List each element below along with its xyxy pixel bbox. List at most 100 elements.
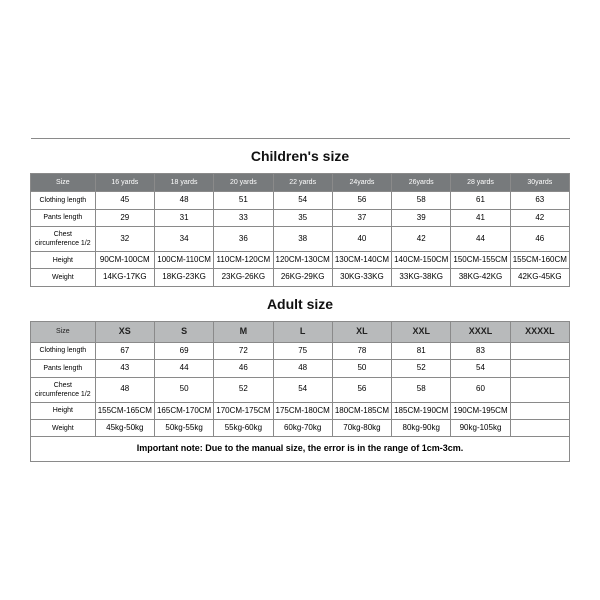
cell: 110CM-120CM bbox=[214, 252, 273, 269]
important-note: Important note: Due to the manual size, … bbox=[31, 437, 570, 462]
cell: 50 bbox=[154, 377, 213, 402]
cell: 44 bbox=[451, 226, 510, 251]
cell: 140CM-150CM bbox=[392, 252, 451, 269]
cell: 35 bbox=[273, 209, 332, 226]
cell bbox=[510, 402, 569, 419]
cell: 54 bbox=[273, 377, 332, 402]
cell: 130CM-140CM bbox=[332, 252, 391, 269]
cell: 38KG-42KG bbox=[451, 269, 510, 286]
cell: 32 bbox=[95, 226, 154, 251]
cell: 37 bbox=[332, 209, 391, 226]
cell: 44 bbox=[154, 360, 213, 377]
cell: 29 bbox=[95, 209, 154, 226]
cell: 18KG-23KG bbox=[154, 269, 213, 286]
cell bbox=[510, 360, 569, 377]
cell: 155CM-160CM bbox=[510, 252, 569, 269]
size-header: 26yards bbox=[392, 174, 451, 192]
cell: 150CM-155CM bbox=[451, 252, 510, 269]
cell: 185CM-190CM bbox=[392, 402, 451, 419]
adult-title: Adult size bbox=[31, 286, 570, 321]
cell: 61 bbox=[451, 192, 510, 209]
cell: 63 bbox=[510, 192, 569, 209]
cell bbox=[510, 420, 569, 437]
size-header: XL bbox=[332, 322, 391, 343]
row-label: Chest circumference 1/2 bbox=[31, 377, 96, 402]
size-table: Children's size Size 16 yards18 yards20 ya… bbox=[30, 138, 570, 462]
cell: 52 bbox=[214, 377, 273, 402]
cell: 43 bbox=[95, 360, 154, 377]
cell: 165CM-170CM bbox=[154, 402, 213, 419]
row-label: Height bbox=[31, 402, 96, 419]
table-body: Children's size Size 16 yards18 yards20 ya… bbox=[31, 138, 570, 461]
cell: 90kg-105kg bbox=[451, 420, 510, 437]
cell: 34 bbox=[154, 226, 213, 251]
row-label: Clothing length bbox=[31, 342, 96, 359]
cell: 60kg-70kg bbox=[273, 420, 332, 437]
cell: 69 bbox=[154, 342, 213, 359]
cell: 46 bbox=[510, 226, 569, 251]
cell: 52 bbox=[392, 360, 451, 377]
cell: 23KG-26KG bbox=[214, 269, 273, 286]
cell: 48 bbox=[95, 377, 154, 402]
size-header: M bbox=[214, 322, 273, 343]
size-header: 22 yards bbox=[273, 174, 332, 192]
cell: 46 bbox=[214, 360, 273, 377]
size-header: XXXXL bbox=[510, 322, 569, 343]
cell: 80kg-90kg bbox=[392, 420, 451, 437]
row-label: Weight bbox=[31, 420, 96, 437]
cell: 45kg-50kg bbox=[95, 420, 154, 437]
cell: 70kg-80kg bbox=[332, 420, 391, 437]
size-chart-sheet: Children's size Size 16 yards18 yards20 ya… bbox=[20, 118, 580, 482]
size-header: 20 yards bbox=[214, 174, 273, 192]
cell: 54 bbox=[273, 192, 332, 209]
cell: 67 bbox=[95, 342, 154, 359]
row-label: Pants length bbox=[31, 209, 96, 226]
size-header: 18 yards bbox=[154, 174, 213, 192]
cell: 60 bbox=[451, 377, 510, 402]
cell: 190CM-195CM bbox=[451, 402, 510, 419]
cell: 81 bbox=[392, 342, 451, 359]
row-label: Height bbox=[31, 252, 96, 269]
cell: 33 bbox=[214, 209, 273, 226]
cell: 38 bbox=[273, 226, 332, 251]
cell: 39 bbox=[392, 209, 451, 226]
cell: 26KG-29KG bbox=[273, 269, 332, 286]
size-header: XXXL bbox=[451, 322, 510, 343]
cell: 50 bbox=[332, 360, 391, 377]
cell: 75 bbox=[273, 342, 332, 359]
cell: 90CM-100CM bbox=[95, 252, 154, 269]
cell: 41 bbox=[451, 209, 510, 226]
size-header: S bbox=[154, 322, 213, 343]
size-header: 16 yards bbox=[95, 174, 154, 192]
row-label: Weight bbox=[31, 269, 96, 286]
row-label: Pants length bbox=[31, 360, 96, 377]
children-title: Children's size bbox=[31, 138, 570, 173]
cell: 40 bbox=[332, 226, 391, 251]
cell: 56 bbox=[332, 192, 391, 209]
cell: 45 bbox=[95, 192, 154, 209]
size-header: L bbox=[273, 322, 332, 343]
cell: 175CM-180CM bbox=[273, 402, 332, 419]
cell: 83 bbox=[451, 342, 510, 359]
cell: 50kg-55kg bbox=[154, 420, 213, 437]
cell: 58 bbox=[392, 192, 451, 209]
cell: 56 bbox=[332, 377, 391, 402]
cell: 36 bbox=[214, 226, 273, 251]
cell: 180CM-185CM bbox=[332, 402, 391, 419]
cell: 42 bbox=[510, 209, 569, 226]
cell bbox=[510, 342, 569, 359]
cell: 72 bbox=[214, 342, 273, 359]
cell: 51 bbox=[214, 192, 273, 209]
size-header: XS bbox=[95, 322, 154, 343]
row-label: Clothing length bbox=[31, 192, 96, 209]
cell: 78 bbox=[332, 342, 391, 359]
size-header: 30yards bbox=[510, 174, 569, 192]
size-header: 24yards bbox=[332, 174, 391, 192]
cell: 30KG-33KG bbox=[332, 269, 391, 286]
size-header-label: Size bbox=[31, 322, 96, 343]
cell bbox=[510, 377, 569, 402]
size-header: 28 yards bbox=[451, 174, 510, 192]
cell: 31 bbox=[154, 209, 213, 226]
row-label: Chest circumference 1/2 bbox=[31, 226, 96, 251]
cell: 155CM-165CM bbox=[95, 402, 154, 419]
